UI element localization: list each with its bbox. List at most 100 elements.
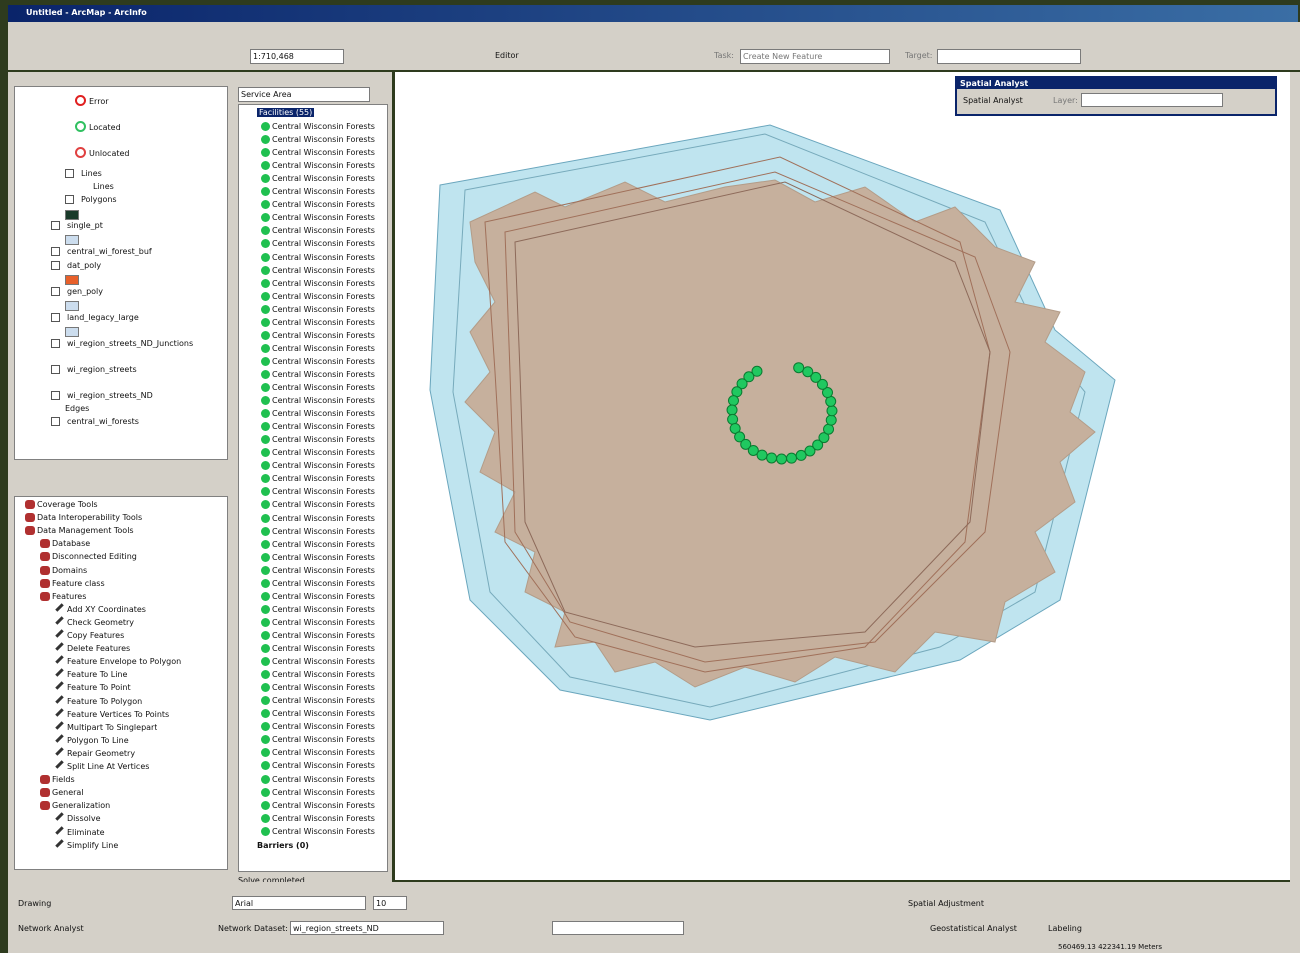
facility-item[interactable]: Central Wisconsin Forests: [272, 239, 375, 249]
toc-checkbox[interactable]: [51, 339, 60, 348]
toolbox-item[interactable]: Dissolve: [67, 814, 101, 824]
toc-checkbox[interactable]: [51, 417, 60, 426]
toolbox-item[interactable]: Disconnected Editing: [52, 552, 137, 562]
toolbox-item[interactable]: Data Interoperability Tools: [37, 513, 143, 523]
facility-item[interactable]: Central Wisconsin Forests: [272, 422, 375, 432]
toc-checkbox[interactable]: [51, 221, 60, 230]
toolbox-item[interactable]: Multipart To Singlepart: [67, 722, 158, 732]
facilities-header[interactable]: Facilities (55): [257, 108, 315, 117]
geostatistical-menu[interactable]: Geostatistical Analyst: [930, 924, 1017, 933]
facility-item[interactable]: Central Wisconsin Forests: [272, 187, 375, 197]
toc-checkbox[interactable]: [65, 195, 74, 204]
facility-item[interactable]: Central Wisconsin Forests: [272, 343, 375, 353]
facility-item[interactable]: Central Wisconsin Forests: [272, 683, 375, 693]
toc-checkbox[interactable]: [51, 261, 60, 270]
facility-item[interactable]: Central Wisconsin Forests: [272, 604, 375, 614]
facility-item[interactable]: Central Wisconsin Forests: [272, 735, 375, 745]
toolbox-item[interactable]: Database: [52, 539, 91, 549]
facility-item[interactable]: Central Wisconsin Forests: [272, 265, 375, 275]
facility-item[interactable]: Central Wisconsin Forests: [272, 526, 375, 536]
toolbox-item[interactable]: Domains: [52, 565, 88, 575]
facility-item[interactable]: Central Wisconsin Forests: [272, 356, 375, 366]
facility-item[interactable]: Central Wisconsin Forests: [272, 252, 375, 262]
facility-item[interactable]: Central Wisconsin Forests: [272, 774, 375, 784]
toc-checkbox[interactable]: [51, 365, 60, 374]
facility-item[interactable]: Central Wisconsin Forests: [272, 500, 375, 510]
facility-item[interactable]: Central Wisconsin Forests: [272, 552, 375, 562]
barriers-header[interactable]: Barriers (0): [257, 841, 309, 850]
toolbox-item[interactable]: Feature To Polygon: [67, 696, 143, 706]
facility-item[interactable]: Central Wisconsin Forests: [272, 826, 375, 836]
facility-item[interactable]: Central Wisconsin Forests: [272, 591, 375, 601]
facility-item[interactable]: Central Wisconsin Forests: [272, 369, 375, 379]
facility-item[interactable]: Central Wisconsin Forests: [272, 617, 375, 627]
facility-item[interactable]: Central Wisconsin Forests: [272, 174, 375, 184]
editor-menu[interactable]: Editor: [495, 51, 519, 60]
labeling-menu[interactable]: Labeling: [1048, 924, 1082, 933]
facility-item[interactable]: Central Wisconsin Forests: [272, 722, 375, 732]
toolbox-item[interactable]: Split Line At Vertices: [67, 762, 150, 771]
facility-item[interactable]: Central Wisconsin Forests: [272, 709, 375, 719]
font-size-box[interactable]: 10: [373, 896, 407, 910]
toolbox-item[interactable]: Fields: [52, 775, 75, 785]
toolbox-item[interactable]: Polygon To Line: [67, 735, 129, 745]
facility-item[interactable]: Central Wisconsin Forests: [272, 657, 375, 667]
target-box[interactable]: [937, 49, 1081, 64]
facility-item[interactable]: Central Wisconsin Forests: [272, 513, 375, 523]
toolbox-item[interactable]: Data Management Tools: [37, 526, 134, 536]
drawing-menu[interactable]: Drawing: [18, 899, 52, 908]
facility-item[interactable]: Central Wisconsin Forests: [272, 122, 375, 131]
facility-item[interactable]: Central Wisconsin Forests: [272, 226, 375, 236]
toolbox-item[interactable]: Coverage Tools: [37, 500, 98, 509]
facility-item[interactable]: Central Wisconsin Forests: [272, 578, 375, 588]
toolbox-item[interactable]: Add XY Coordinates: [67, 604, 146, 614]
facility-item[interactable]: Central Wisconsin Forests: [272, 161, 375, 171]
facility-item[interactable]: Central Wisconsin Forests: [272, 448, 375, 458]
toolbox-item[interactable]: Feature To Line: [67, 670, 128, 680]
toc-checkbox[interactable]: [51, 313, 60, 322]
toolbox-item[interactable]: Copy Features: [67, 631, 125, 640]
facility-item[interactable]: Central Wisconsin Forests: [272, 748, 375, 758]
facility-item[interactable]: Central Wisconsin Forests: [272, 630, 375, 640]
facility-item[interactable]: Central Wisconsin Forests: [272, 539, 375, 549]
facility-item[interactable]: Central Wisconsin Forests: [272, 213, 375, 223]
toolbox-item[interactable]: Delete Features: [67, 644, 131, 654]
facility-item[interactable]: Central Wisconsin Forests: [272, 644, 375, 653]
toolbox-item[interactable]: Repair Geometry: [67, 748, 136, 758]
facility-item[interactable]: Central Wisconsin Forests: [272, 330, 375, 340]
facility-item[interactable]: Central Wisconsin Forests: [272, 317, 375, 327]
facility-item[interactable]: Central Wisconsin Forests: [272, 787, 375, 797]
facility-item[interactable]: Central Wisconsin Forests: [272, 565, 375, 575]
toolbox-item[interactable]: Feature Envelope to Polygon: [67, 657, 182, 667]
facility-item[interactable]: Central Wisconsin Forests: [272, 435, 375, 445]
font-box[interactable]: Arial: [232, 896, 366, 910]
na-combo[interactable]: [552, 921, 684, 935]
facility-item[interactable]: Central Wisconsin Forests: [272, 396, 375, 406]
toc-checkbox[interactable]: [51, 391, 60, 400]
toolbox-item[interactable]: Eliminate: [67, 827, 105, 837]
spatial-adjustment-menu[interactable]: Spatial Adjustment: [908, 899, 985, 908]
facility-item[interactable]: Central Wisconsin Forests: [272, 761, 375, 771]
facility-item[interactable]: Central Wisconsin Forests: [272, 461, 375, 471]
toc-checkbox[interactable]: [51, 247, 60, 256]
facility-item[interactable]: Central Wisconsin Forests: [272, 813, 375, 823]
facility-item[interactable]: Central Wisconsin Forests: [272, 409, 375, 419]
toolbox-item[interactable]: General: [52, 788, 84, 798]
facility-item[interactable]: Central Wisconsin Forests: [272, 135, 375, 145]
toolbox-item[interactable]: Generalization: [52, 801, 111, 811]
facility-item[interactable]: Central Wisconsin Forests: [272, 670, 375, 680]
network-analyst-menu[interactable]: Network Analyst: [18, 924, 84, 933]
sa-layer-box[interactable]: [1081, 93, 1223, 107]
scale-box[interactable]: 1:710,468: [250, 49, 344, 64]
toolbox-item[interactable]: Feature To Point: [67, 683, 131, 693]
network-dataset-box[interactable]: wi_region_streets_ND: [290, 921, 444, 935]
toolbox-item[interactable]: Check Geometry: [67, 617, 135, 627]
toolbox-item[interactable]: Features: [52, 591, 87, 601]
facility-item[interactable]: Central Wisconsin Forests: [272, 278, 375, 288]
facility-item[interactable]: Central Wisconsin Forests: [272, 696, 375, 706]
toolbox-item[interactable]: Feature Vertices To Points: [67, 709, 170, 719]
facility-item[interactable]: Central Wisconsin Forests: [272, 474, 375, 484]
sa-menu[interactable]: Spatial Analyst: [963, 96, 1023, 105]
facility-item[interactable]: Central Wisconsin Forests: [272, 383, 375, 392]
toolbox-item[interactable]: Feature class: [52, 578, 105, 588]
